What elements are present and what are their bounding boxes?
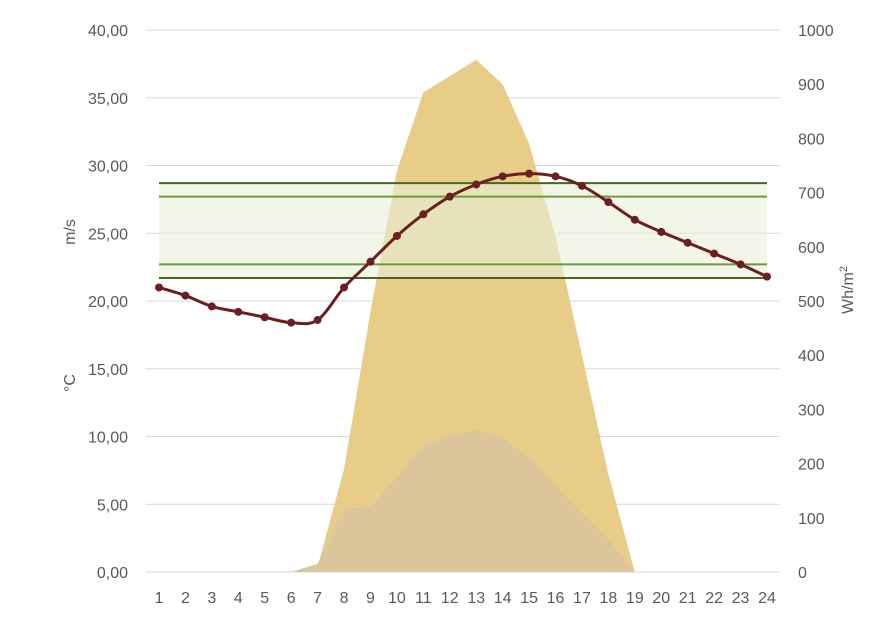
temperature-marker [445, 192, 454, 201]
temperature-line-series [155, 169, 771, 327]
y-axis-right-tick-label: 400 [798, 348, 825, 365]
x-axis-tick-label: 11 [415, 590, 432, 607]
y-axis-left-tick-label: 35,00 [88, 91, 128, 108]
axis-ticks: 0,005,0010,0015,0020,0025,0030,0035,0040… [88, 23, 834, 607]
temperature-marker [472, 180, 481, 189]
temperature-marker [551, 172, 560, 181]
y-axis-right-title-superscript: 2 [838, 266, 850, 272]
x-axis-tick-label: 2 [181, 590, 190, 607]
x-axis-tick-label: 6 [287, 590, 296, 607]
y-axis-right-tick-label: 100 [798, 511, 825, 528]
temperature-marker [234, 307, 243, 316]
x-axis-tick-label: 23 [732, 590, 750, 607]
y-axis-left-tick-label: 5,00 [97, 497, 128, 514]
temperature-marker [313, 315, 322, 324]
x-axis-tick-label: 15 [520, 590, 538, 607]
temperature-marker [498, 172, 507, 181]
x-axis-tick-label: 7 [313, 590, 322, 607]
temperature-marker [630, 215, 639, 224]
temperature-marker [392, 231, 401, 240]
y-axis-right-tick-label: 300 [798, 402, 825, 419]
temperature-marker [287, 318, 296, 327]
x-axis-tick-label: 24 [758, 590, 776, 607]
y-axis-right-tick-label: 700 [798, 186, 825, 203]
temperature-marker [207, 302, 216, 311]
x-axis-tick-label: 3 [207, 590, 216, 607]
temperature-marker [657, 227, 666, 236]
temperature-marker [763, 272, 771, 281]
y-axis-right-tick-label: 0 [798, 565, 807, 582]
temperature-marker [525, 169, 534, 178]
y-axis-right-tick-label: 200 [798, 457, 825, 474]
x-axis-tick-label: 8 [340, 590, 349, 607]
temperature-marker [604, 198, 613, 207]
y-axis-right-title-base: Wh/m [840, 272, 857, 314]
x-axis-tick-label: 9 [366, 590, 375, 607]
y-axis-left-tick-label: 15,00 [88, 362, 128, 379]
temperature-marker [710, 249, 719, 258]
temperature-marker [366, 257, 375, 266]
temperature-marker [155, 283, 163, 292]
y-axis-left-tick-label: 20,00 [88, 294, 128, 311]
x-axis-tick-label: 19 [626, 590, 644, 607]
y-axis-left-title-bottom: °C [62, 374, 79, 392]
y-axis-left-title-top: m/s [62, 219, 79, 245]
temperature-marker [577, 181, 586, 190]
comfort-band-fill [159, 183, 767, 278]
y-axis-right-tick-label: 600 [798, 240, 825, 257]
y-axis-left-tick-label: 0,00 [97, 565, 128, 582]
x-axis-tick-label: 20 [652, 590, 670, 607]
x-axis-tick-label: 12 [441, 590, 459, 607]
y-axis-right-tick-label: 500 [798, 294, 825, 311]
x-axis-tick-label: 13 [467, 590, 485, 607]
y-axis-right-title: Wh/m2 [838, 266, 857, 314]
temperature-marker [683, 238, 692, 247]
x-axis-tick-label: 16 [547, 590, 565, 607]
radiation-area-total [159, 59, 767, 573]
y-axis-left-tick-label: 30,00 [88, 159, 128, 176]
x-axis-tick-label: 4 [234, 590, 243, 607]
temperature-marker [181, 291, 190, 300]
x-axis-tick-label: 1 [155, 590, 164, 607]
x-axis-tick-label: 14 [494, 590, 512, 607]
y-axis-right-tick-label: 1000 [798, 23, 834, 40]
temperature-marker [340, 283, 349, 292]
y-axis-right-tick-label: 900 [798, 77, 825, 94]
x-axis-tick-label: 21 [679, 590, 697, 607]
temperature-marker [736, 260, 745, 269]
x-axis-tick-label: 22 [705, 590, 723, 607]
temperature-marker [419, 210, 428, 219]
temperature-marker [260, 313, 269, 322]
y-axis-left-tick-label: 40,00 [88, 23, 128, 40]
x-axis-tick-label: 5 [260, 590, 269, 607]
y-axis-left-tick-label: 25,00 [88, 226, 128, 243]
area-series [159, 59, 767, 573]
x-axis-tick-label: 17 [573, 590, 591, 607]
comfort-band [159, 182, 767, 279]
y-axis-left-tick-label: 10,00 [88, 430, 128, 447]
radiation-area-diffuse [159, 429, 767, 572]
x-axis-tick-label: 18 [599, 590, 617, 607]
x-axis-tick-label: 10 [388, 590, 406, 607]
y-axis-right-tick-label: 800 [798, 131, 825, 148]
